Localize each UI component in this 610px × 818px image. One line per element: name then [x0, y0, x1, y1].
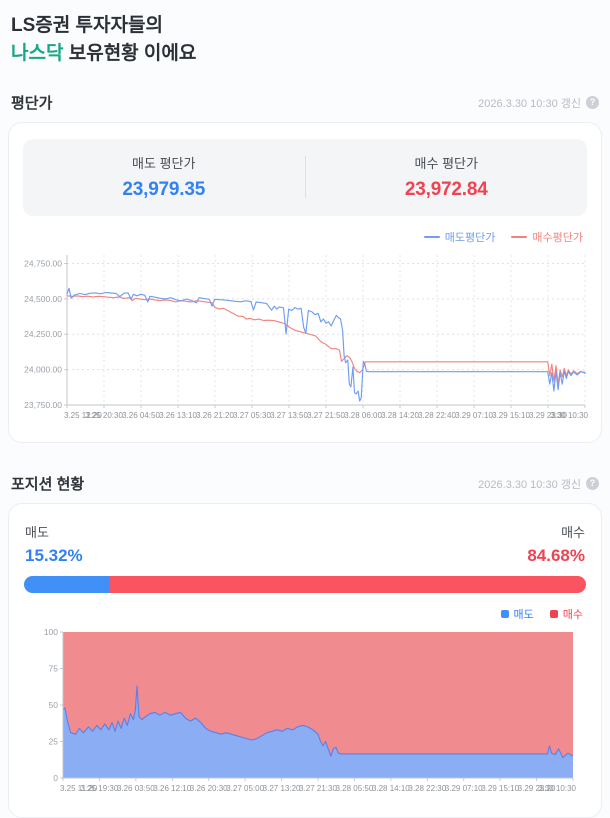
position-buy: 매수 84.68%	[527, 522, 585, 566]
svg-text:3.27 13:50: 3.27 13:50	[270, 411, 308, 420]
svg-text:50: 50	[49, 700, 59, 710]
position-buy-pct: 84.68%	[527, 546, 585, 565]
page-title-line2-rest: 보유현황 이에요	[63, 43, 197, 64]
svg-text:25: 25	[49, 737, 59, 747]
avg-price-box: 매도 평단가 23,979.35 매수 평단가 23,972.84	[23, 139, 587, 216]
svg-text:3.27 21:50: 3.27 21:50	[307, 411, 345, 420]
legend-buy-line-label: 매수평단가	[532, 232, 583, 244]
svg-text:3.26 03:50: 3.26 03:50	[117, 784, 155, 793]
svg-text:3.26 13:10: 3.26 13:10	[159, 411, 197, 420]
avg-price-line-chart: 3.25 12:203.25 20:30 3.26 04:50 3.26 13:10…	[24, 255, 589, 420]
svg-text:3.29 15:10: 3.29 15:10	[492, 411, 530, 420]
position-buy-label: 매수	[561, 525, 585, 540]
buy-avg-col: 매수 평단가 23,972.84	[306, 153, 588, 201]
legend-sell-line: 매도평단가	[423, 229, 496, 245]
position-updated: 2026.3.30 10:30 갱신 ?	[478, 476, 599, 492]
position-area-chart: 3.25 11:203.25 19:303.26 03:503.26 12:10…	[44, 627, 577, 793]
position-sell: 매도 15.32%	[25, 522, 83, 566]
buy-avg-value: 23,972.84	[404, 179, 488, 200]
avg-updated: 2026.3.30 10:30 갱신 ?	[478, 95, 599, 111]
avg-section-head: 평단가 2026.3.30 10:30 갱신 ?	[11, 92, 599, 113]
buy-line-swatch	[511, 236, 528, 238]
position-sell-label: 매도	[25, 525, 49, 540]
divider	[304, 156, 306, 198]
position-section-title: 포지션 현황	[11, 476, 85, 493]
legend-sell-area: 매도	[500, 606, 534, 622]
legend-sell-area-label: 매도	[513, 609, 534, 621]
svg-text:3.29 23:20: 3.29 23:20	[518, 784, 556, 793]
svg-text:3.25 12:20: 3.25 12:20	[64, 411, 102, 420]
svg-text:24,250.00: 24,250.00	[24, 329, 62, 339]
position-ratio-bar	[24, 576, 586, 593]
sell-avg-value: 23,979.35	[122, 179, 206, 200]
svg-text:3.25 11:20: 3.25 11:20	[60, 784, 98, 793]
svg-text:3.26 04:50: 3.26 04:50	[122, 411, 160, 420]
position-bar-sell-segment	[24, 576, 111, 593]
position-updated-text: 2026.3.30 10:30 갱신	[478, 478, 581, 491]
sell-line-swatch	[423, 236, 440, 238]
sell-avg-label: 매도 평단가	[132, 156, 196, 171]
svg-text:3.29 07:10: 3.29 07:10	[445, 784, 483, 793]
svg-text:3.25 19:30: 3.25 19:30	[81, 784, 119, 793]
help-icon[interactable]: ?	[586, 477, 599, 490]
avg-price-card: 매도 평단가 23,979.35 매수 평단가 23,972.84 매도평단가 …	[8, 122, 602, 443]
sell-square-swatch	[500, 610, 509, 618]
svg-text:3.27 05:30: 3.27 05:30	[233, 411, 271, 420]
svg-text:3.28 14:20: 3.28 14:20	[381, 411, 419, 420]
legend-sell-line-label: 매도평단가	[444, 232, 496, 244]
sell-avg-col: 매도 평단가 23,979.35	[23, 153, 305, 201]
position-sell-pct: 15.32%	[25, 546, 83, 565]
svg-text:3.29 15:10: 3.29 15:10	[481, 784, 519, 793]
avg-updated-text: 2026.3.30 10:30 갱신	[478, 97, 581, 110]
svg-text:3.28 22:40: 3.28 22:40	[418, 411, 456, 420]
position-bar-buy-segment	[110, 576, 586, 593]
svg-text:24,750.00: 24,750.00	[24, 258, 62, 268]
page-title-line1: LS증권 투자자들의	[11, 15, 163, 36]
buy-avg-label: 매수 평단가	[414, 156, 478, 171]
svg-text:24,500.00: 24,500.00	[24, 294, 62, 304]
position-card: 매도 15.32% 매수 84.68% 매도 매수 3.25 11:20 3.25…	[8, 503, 602, 818]
svg-text:3.29 07:10: 3.29 07:10	[455, 411, 493, 420]
svg-text:3.30 10:30: 3.30 10:30	[550, 411, 588, 420]
svg-text:3.26 12:10: 3.26 12:10	[153, 784, 191, 793]
svg-text:3.30 10:30: 3.30 10:30	[538, 784, 576, 793]
svg-text:23,750.00: 23,750.00	[24, 400, 62, 410]
page-title-line2: 나스닥 보유현황 이에요	[11, 40, 598, 68]
svg-text:3.29 23:30: 3.29 23:30	[529, 411, 567, 420]
svg-text:3.27 05:00: 3.27 05:00	[226, 784, 264, 793]
line-chart-legend: 매도평단가 매수평단가	[23, 229, 583, 245]
page-header: LS증권 투자자들의 나스닥 보유현황 이에요	[0, 0, 610, 68]
area-chart-legend: 매도 매수	[23, 606, 583, 622]
position-section-head: 포지션 현황 2026.3.30 10:30 갱신 ?	[11, 473, 599, 494]
svg-text:3.26 20:30: 3.26 20:30	[190, 784, 228, 793]
legend-buy-line: 매수평단가	[511, 229, 583, 245]
help-icon[interactable]: ?	[586, 96, 599, 109]
svg-text:3.28 05:50: 3.28 05:50	[336, 784, 374, 793]
svg-text:3.28 22:30: 3.28 22:30	[408, 784, 446, 793]
avg-section-title: 평단가	[11, 95, 53, 112]
svg-text:3.25 20:30: 3.25 20:30	[85, 411, 123, 420]
svg-text:3.26 21:20: 3.26 21:20	[196, 411, 234, 420]
svg-text:75: 75	[49, 664, 59, 674]
svg-text:3.27 13:20: 3.27 13:20	[263, 784, 301, 793]
svg-text:0: 0	[53, 773, 58, 783]
buy-square-swatch	[549, 610, 558, 618]
legend-buy-area: 매수	[549, 606, 583, 622]
page-title-highlight: 나스닥	[11, 43, 64, 64]
svg-text:100: 100	[44, 627, 58, 637]
svg-text:3.28 06:00: 3.28 06:00	[344, 411, 382, 420]
legend-buy-area-label: 매수	[562, 609, 583, 621]
svg-text:3.28 14:10: 3.28 14:10	[372, 784, 410, 793]
svg-text:24,000.00: 24,000.00	[24, 365, 62, 375]
svg-text:3.27 21:30: 3.27 21:30	[299, 784, 337, 793]
position-ratio-row: 매도 15.32% 매수 84.68%	[25, 522, 585, 566]
